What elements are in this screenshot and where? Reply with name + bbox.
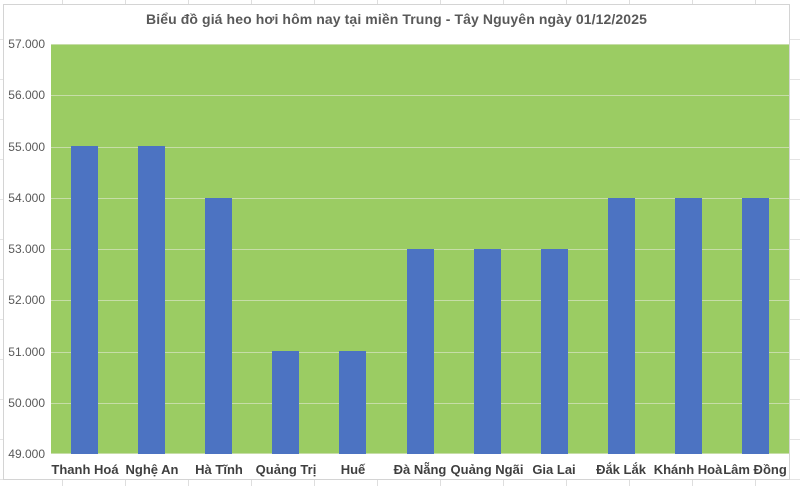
- bar-10: [675, 198, 702, 454]
- x-axis-category-label: Gia Lai: [532, 462, 576, 477]
- y-axis-tick-label: 51.000: [8, 344, 45, 359]
- y-axis-tick-label: 53.000: [8, 242, 45, 256]
- x-axis-category-label: Hà Tĩnh: [195, 462, 243, 477]
- plot-area: [51, 44, 789, 454]
- gridline: [51, 198, 789, 199]
- bar-4: [272, 351, 299, 454]
- bar-5: [339, 351, 366, 454]
- x-axis-category-label: Quảng Ngãi: [450, 462, 524, 477]
- x-axis-category-label: Đắk Lắk: [596, 462, 646, 477]
- bar-9: [608, 198, 635, 454]
- bar-6: [407, 249, 434, 454]
- x-axis-category-label: Thanh Hoá: [51, 462, 119, 477]
- bar-3: [205, 198, 232, 454]
- bar-7: [474, 249, 501, 454]
- gridline: [51, 44, 789, 45]
- x-axis-category-label: Đà Nẵng: [393, 462, 447, 477]
- x-axis-category-label: Nghệ An: [125, 462, 179, 477]
- x-axis-category-label: Lâm Đồng: [723, 462, 787, 477]
- bar-1: [71, 146, 98, 454]
- y-axis-tick-label: 54.000: [8, 190, 45, 205]
- y-axis-tick-label: 56.000: [8, 88, 45, 103]
- x-axis-category-label: Quảng Trị: [255, 462, 317, 477]
- gridline: [51, 147, 789, 148]
- bar-11: [742, 198, 769, 454]
- bar-chart: Biểu đồ giá heo hơi hôm nay tại miền Tru…: [3, 4, 790, 480]
- x-axis-category-label: Khánh Hoà: [653, 462, 723, 477]
- x-axis-category-label: Huế: [340, 462, 366, 477]
- y-axis-tick-label: 55.000: [8, 139, 45, 154]
- gridline: [51, 95, 789, 96]
- bar-2: [138, 146, 165, 454]
- y-axis-tick-label: 52.000: [8, 293, 45, 308]
- chart-title: Biểu đồ giá heo hơi hôm nay tại miền Tru…: [146, 11, 647, 27]
- y-axis-tick-label: 50.000: [8, 395, 45, 410]
- bar-8: [541, 249, 568, 454]
- y-axis-tick-label: 57.000: [8, 37, 45, 51]
- y-axis-tick-label: 49.000: [8, 447, 45, 461]
